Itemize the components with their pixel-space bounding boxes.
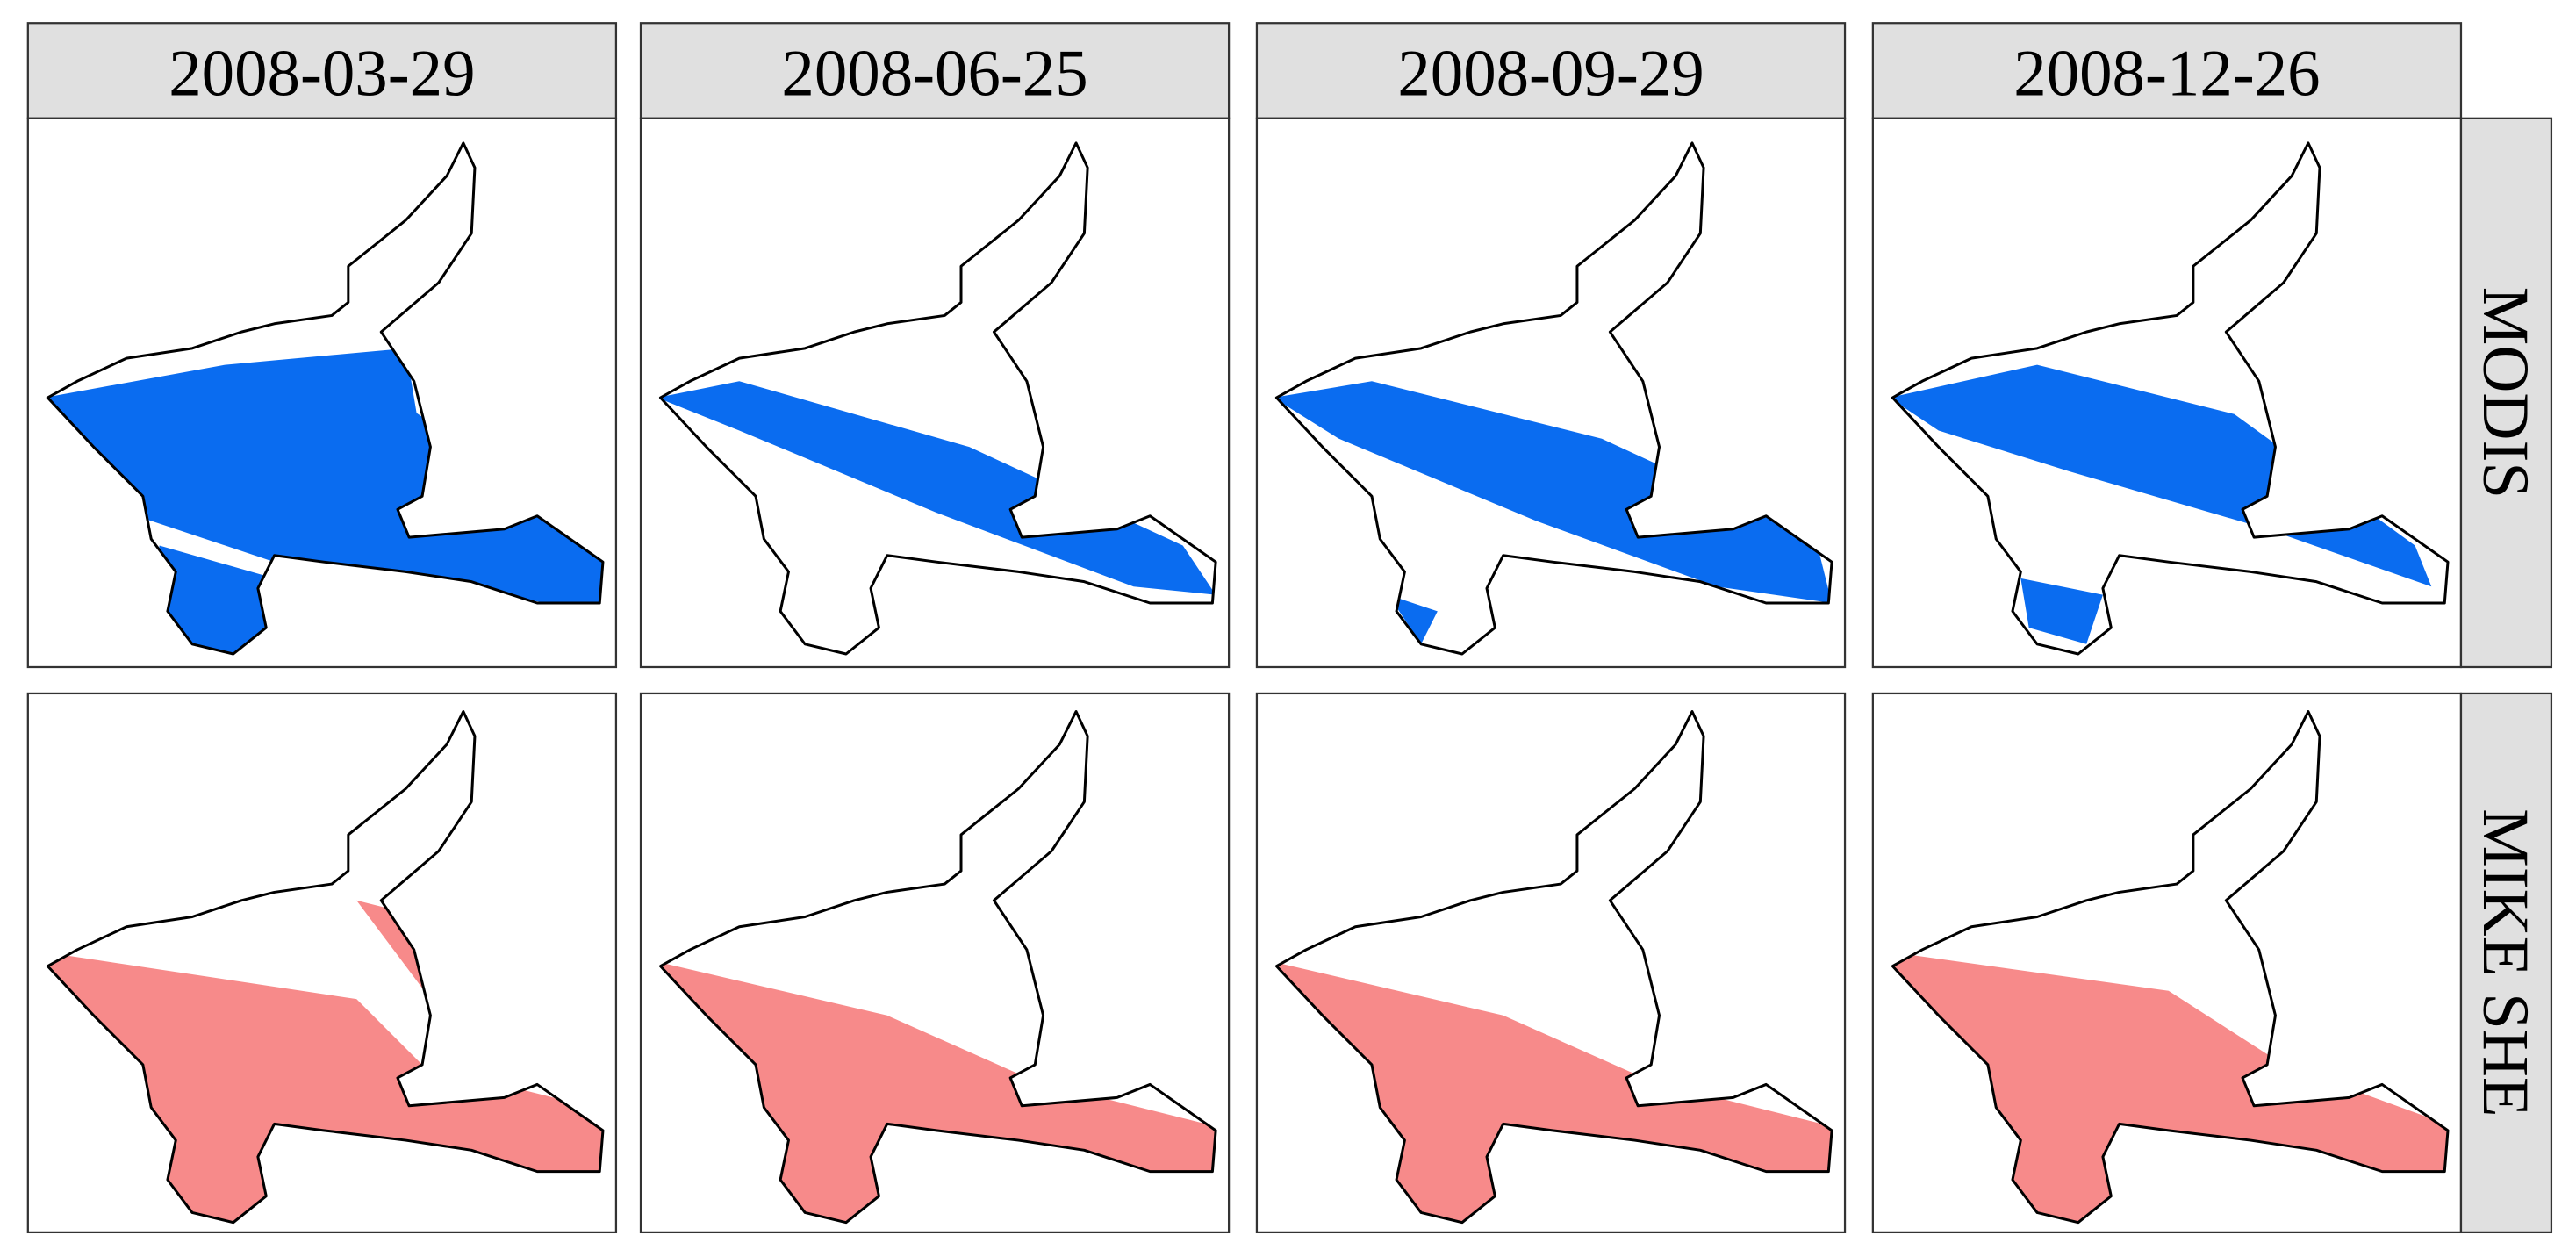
- snow-cover: [660, 381, 1216, 595]
- column-header: [639, 22, 1231, 119]
- column-label: 2008-06-25: [781, 38, 1087, 111]
- snow-cover: [47, 900, 603, 1223]
- column-header: [26, 22, 618, 119]
- snow-cover: [1276, 381, 1833, 644]
- snow-area: [47, 900, 603, 1223]
- column-header: [1255, 22, 1847, 119]
- snow-area: [1276, 381, 1833, 644]
- column-label: 2008-03-29: [169, 38, 475, 111]
- basin-map: [1891, 141, 2450, 656]
- basin-map: [658, 141, 1217, 656]
- row-label: MODIS: [2469, 287, 2542, 499]
- row-label: MIKE SHE: [2469, 808, 2542, 1117]
- column-label: 2008-09-29: [1397, 38, 1704, 111]
- basin-map: [46, 710, 605, 1225]
- row-header: [2459, 692, 2553, 1234]
- basin-map: [1274, 141, 1833, 656]
- snow-area: [660, 381, 1216, 595]
- column-header: [1871, 22, 2463, 119]
- column-label: 2008-12-26: [2013, 38, 2320, 111]
- snow-area: [1892, 364, 2432, 644]
- row-header: [2459, 117, 2553, 669]
- snow-cover: [1892, 364, 2432, 644]
